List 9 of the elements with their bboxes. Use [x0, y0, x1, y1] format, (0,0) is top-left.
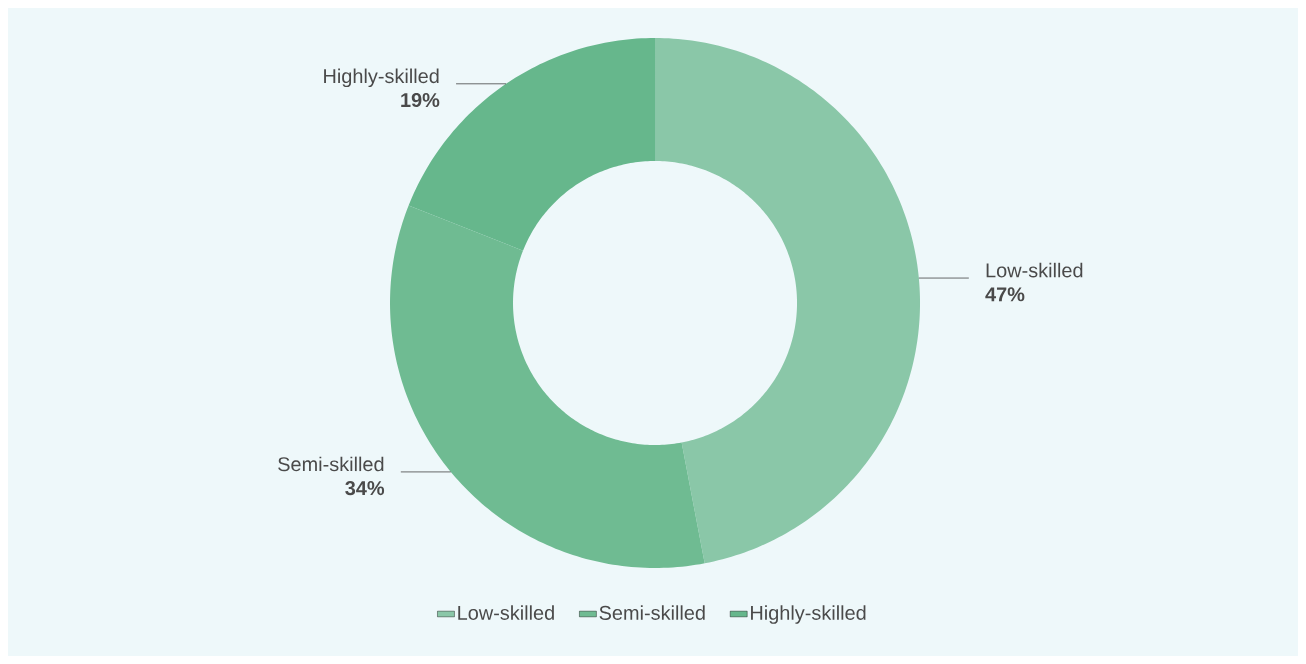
data-label: 19% [401, 92, 440, 108]
data-label: 47% [985, 287, 1025, 302]
data-label: 34% [345, 481, 385, 496]
slice-label: Low-skilled [986, 262, 1083, 278]
legend-label: Semi-skilled [599, 605, 705, 620]
legend-label: Highly-skilled [751, 605, 866, 624]
slice-label: Highly-skilled [324, 68, 439, 88]
legend-label: Low-skilled [458, 605, 554, 620]
slice-label: Semi-skilled [278, 456, 384, 472]
